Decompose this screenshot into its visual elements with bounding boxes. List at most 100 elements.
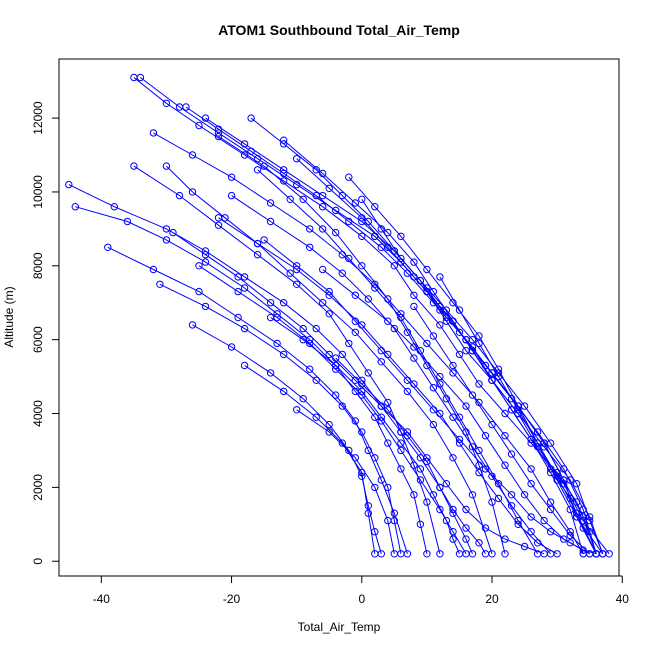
data-point (410, 258, 418, 266)
data-point (384, 516, 392, 525)
data-point (507, 395, 516, 403)
data-point (410, 291, 418, 299)
data-point (520, 491, 529, 499)
data-point (546, 505, 555, 514)
data-point (533, 550, 542, 558)
data-point (455, 413, 464, 421)
data-point (234, 273, 242, 281)
data-point (325, 310, 333, 318)
data-point (592, 550, 600, 558)
data-point (338, 350, 346, 359)
data-point (227, 191, 236, 200)
data-point (423, 287, 431, 296)
data-point (410, 302, 418, 311)
data-point (332, 206, 340, 215)
data-point (566, 539, 574, 547)
series-line (270, 317, 460, 555)
data-point (162, 162, 171, 170)
data-point (546, 498, 555, 506)
data-point (319, 203, 327, 211)
data-point (573, 480, 581, 488)
data-point (442, 480, 451, 488)
series-line (374, 235, 597, 555)
series-14 (240, 361, 379, 558)
data-point (364, 509, 372, 517)
series-11 (104, 243, 412, 558)
data-point (280, 387, 288, 396)
data-point (332, 361, 340, 370)
data-point (384, 483, 392, 492)
data-point (162, 99, 171, 108)
series-layer (65, 73, 613, 558)
data-point (507, 450, 516, 458)
series-line (296, 409, 395, 554)
data-point (488, 498, 496, 506)
data-point (397, 232, 405, 241)
data-point (214, 221, 223, 229)
data-point (312, 324, 320, 333)
data-point (227, 343, 236, 351)
data-point (462, 336, 470, 344)
data-point (299, 195, 307, 204)
data-point (110, 203, 119, 211)
data-point (123, 217, 132, 226)
data-point (605, 550, 613, 558)
data-point (475, 332, 483, 340)
data-point (351, 317, 359, 325)
y-axis-label: Altitude (m) (2, 286, 16, 347)
data-point (436, 550, 444, 558)
data-point (266, 299, 275, 307)
data-point (364, 369, 372, 377)
data-point (188, 321, 197, 329)
data-point (384, 243, 392, 252)
data-point (449, 505, 457, 514)
data-point (358, 232, 366, 241)
data-point (462, 535, 470, 543)
data-point (397, 465, 405, 473)
data-point (280, 177, 288, 185)
data-point (325, 184, 333, 193)
data-point (566, 531, 574, 540)
data-point (234, 313, 242, 322)
data-point (182, 103, 190, 111)
data-point (280, 136, 288, 144)
series-line (133, 77, 597, 554)
series-line (263, 239, 590, 555)
data-point (475, 446, 483, 455)
data-point (384, 398, 392, 407)
data-point (416, 465, 425, 473)
series-line (231, 195, 551, 555)
series-line (133, 165, 441, 554)
data-point (488, 369, 496, 377)
series-8 (65, 180, 477, 558)
series-line (205, 117, 604, 554)
data-point (449, 369, 457, 377)
data-point (338, 191, 346, 200)
series-21 (358, 195, 613, 558)
series-10 (130, 162, 444, 558)
y-axis: 0 2000 4000 6000 8000 10000 12000 (31, 101, 60, 565)
series-1 (130, 73, 600, 558)
data-point (319, 225, 327, 233)
y-tick-label: 2000 (31, 474, 45, 501)
data-point (468, 491, 477, 499)
series-line (361, 199, 610, 555)
data-point (312, 413, 320, 421)
data-point (338, 439, 346, 447)
data-point (253, 251, 262, 259)
data-point (260, 236, 268, 244)
data-point (455, 306, 464, 314)
data-point (540, 516, 548, 525)
data-point (332, 228, 340, 237)
y-tick-label: 0 (31, 558, 45, 565)
data-point (195, 262, 203, 270)
data-point (377, 347, 385, 355)
data-point (533, 439, 542, 447)
data-point (371, 232, 379, 241)
series-line (335, 357, 486, 555)
data-point (240, 361, 249, 370)
data-point (266, 369, 275, 377)
series-24 (260, 236, 594, 558)
data-point (410, 491, 418, 499)
